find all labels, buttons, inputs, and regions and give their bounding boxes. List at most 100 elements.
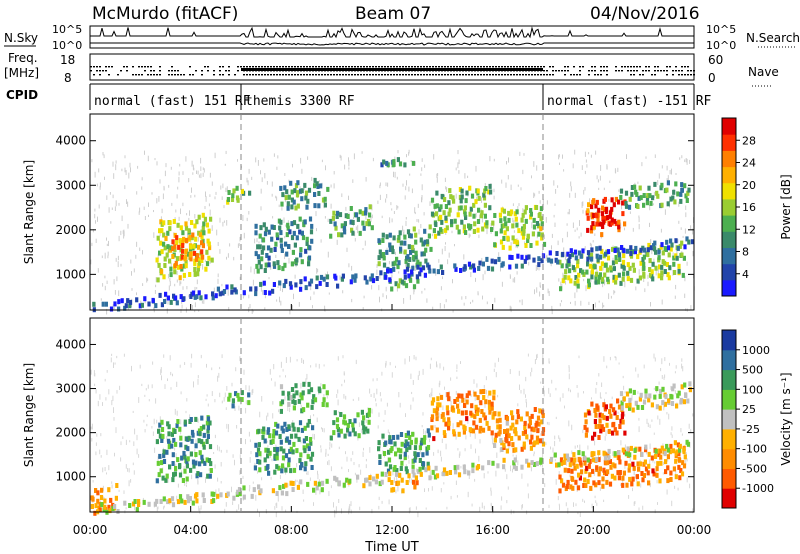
noise-mark bbox=[142, 283, 144, 286]
noise-mark bbox=[197, 418, 199, 423]
noise-mark bbox=[106, 472, 107, 475]
data-cell bbox=[602, 219, 606, 225]
noise-mark bbox=[95, 442, 97, 446]
data-cell bbox=[513, 211, 517, 217]
data-cell bbox=[374, 479, 378, 485]
noise-mark bbox=[156, 419, 158, 424]
noise-mark bbox=[262, 290, 264, 295]
noise-mark bbox=[677, 487, 679, 491]
data-cell bbox=[168, 226, 172, 232]
noise-mark bbox=[544, 234, 545, 240]
data-cell bbox=[200, 415, 204, 421]
data-cell bbox=[231, 193, 235, 199]
data-cell bbox=[600, 424, 604, 430]
noise-mark bbox=[186, 484, 187, 487]
noise-mark bbox=[414, 207, 416, 214]
data-cell bbox=[287, 194, 291, 200]
noise-mark bbox=[585, 285, 587, 292]
noise-mark bbox=[358, 397, 360, 401]
noise-mark bbox=[161, 375, 162, 381]
data-cell bbox=[395, 256, 399, 262]
noise-mark bbox=[186, 479, 188, 485]
noise-mark bbox=[536, 353, 538, 359]
data-cell bbox=[191, 232, 195, 238]
noise-mark bbox=[301, 168, 303, 174]
noise-mark bbox=[231, 486, 232, 493]
data-cell bbox=[597, 279, 601, 285]
noise-mark bbox=[248, 294, 250, 299]
noise-mark bbox=[546, 421, 548, 425]
data-cell bbox=[468, 185, 472, 191]
freq-sample bbox=[189, 74, 191, 76]
data-cell bbox=[664, 459, 668, 465]
data-cell bbox=[310, 223, 314, 229]
data-cell bbox=[650, 455, 654, 461]
noise-mark bbox=[194, 214, 196, 219]
freq-sample bbox=[528, 74, 530, 76]
data-cell bbox=[107, 504, 111, 510]
noise-mark bbox=[467, 419, 469, 424]
noise-mark bbox=[547, 288, 549, 294]
data-cell bbox=[540, 232, 544, 238]
data-cell bbox=[338, 212, 343, 218]
noise-mark bbox=[114, 206, 116, 212]
data-cell bbox=[90, 504, 94, 509]
data-cell bbox=[599, 428, 603, 434]
noise-mark bbox=[246, 177, 248, 183]
data-cell bbox=[356, 412, 360, 418]
noise-mark bbox=[475, 165, 477, 172]
data-cell bbox=[304, 436, 308, 441]
data-cell bbox=[336, 210, 340, 216]
noise-mark bbox=[226, 220, 228, 226]
data-cell bbox=[307, 187, 312, 193]
noise-mark bbox=[443, 482, 445, 485]
noise-mark bbox=[582, 498, 584, 502]
data-cell bbox=[248, 190, 252, 196]
data-cell bbox=[285, 491, 289, 497]
noise-mark bbox=[302, 489, 304, 494]
data-cell bbox=[354, 212, 359, 218]
data-cell bbox=[490, 266, 495, 272]
data-cell bbox=[284, 482, 288, 488]
noise-mark bbox=[508, 157, 509, 163]
data-cell bbox=[432, 436, 436, 442]
data-cell bbox=[300, 395, 304, 401]
noise-mark bbox=[247, 180, 249, 186]
data-cell bbox=[162, 459, 167, 464]
data-cell bbox=[292, 467, 297, 473]
data-cell bbox=[605, 267, 610, 273]
data-cell bbox=[511, 415, 515, 421]
noise-mark bbox=[559, 505, 560, 511]
noise-mark bbox=[147, 384, 149, 389]
data-cell bbox=[299, 279, 303, 285]
data-cell bbox=[520, 446, 524, 452]
data-cell bbox=[647, 463, 651, 469]
data-cell bbox=[476, 464, 481, 469]
data-cell bbox=[636, 404, 640, 410]
freq-sample bbox=[126, 66, 128, 68]
noise-mark bbox=[447, 259, 449, 265]
data-cell bbox=[584, 468, 588, 474]
data-cell bbox=[426, 428, 430, 434]
data-cell bbox=[254, 251, 258, 257]
data-cell bbox=[393, 260, 397, 266]
noise-mark bbox=[520, 187, 522, 191]
noise-mark bbox=[408, 460, 410, 464]
noise-mark bbox=[594, 302, 596, 308]
noise-mark bbox=[452, 423, 454, 429]
noise-mark bbox=[320, 448, 322, 453]
data-cell bbox=[385, 249, 389, 255]
noise-mark bbox=[582, 209, 584, 214]
data-cell bbox=[636, 481, 640, 487]
noise-mark bbox=[681, 358, 683, 362]
noise-mark bbox=[214, 152, 216, 159]
data-cell bbox=[660, 445, 664, 451]
noise-mark bbox=[336, 239, 338, 245]
noise-mark bbox=[192, 172, 194, 175]
noise-mark bbox=[97, 216, 98, 222]
data-cell bbox=[482, 195, 487, 201]
noise-mark bbox=[284, 253, 285, 260]
data-cell bbox=[325, 478, 329, 484]
data-cell bbox=[590, 451, 594, 457]
noise-mark bbox=[591, 503, 593, 509]
